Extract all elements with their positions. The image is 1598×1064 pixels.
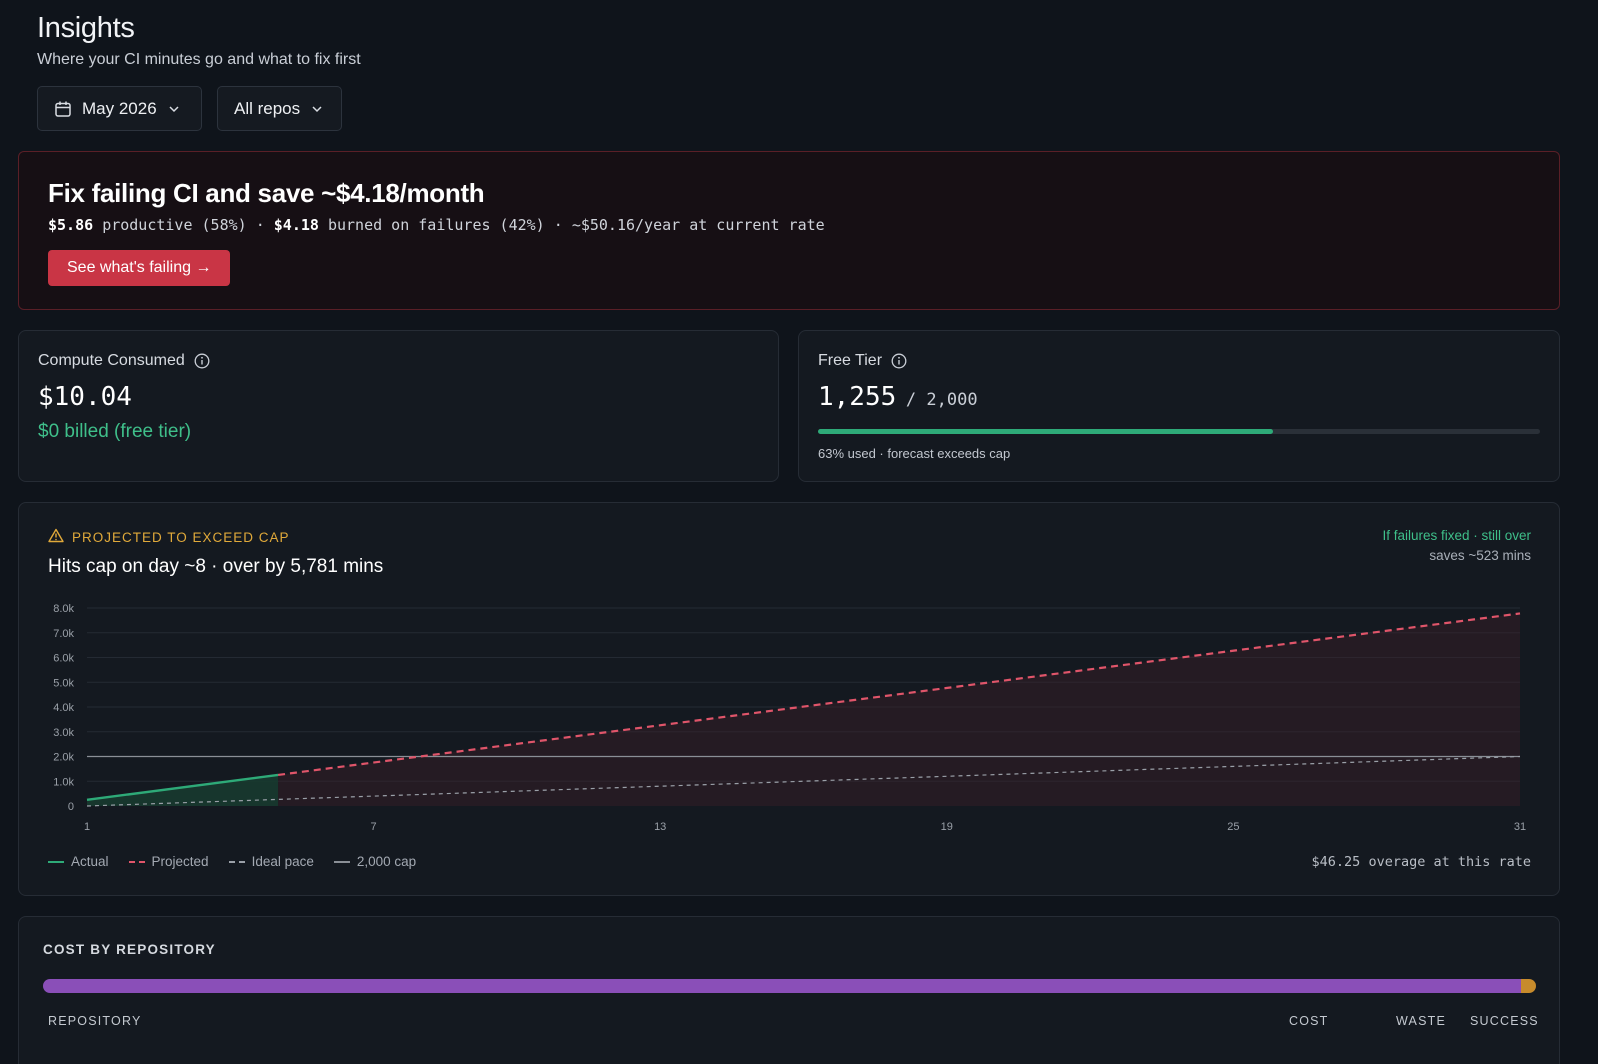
column-cost[interactable]: COST — [1289, 1014, 1329, 1028]
column-success[interactable]: SUCCESS — [1470, 1014, 1539, 1028]
y-tick-label: 8.0k — [53, 603, 74, 615]
compute-label: Compute Consumed — [38, 352, 185, 369]
repo-share-segment[interactable] — [43, 979, 1522, 993]
legend-label: Actual — [71, 854, 109, 869]
legend-item: Ideal pace — [228, 854, 314, 869]
projection-tag-row: PROJECTED TO EXCEED CAP — [48, 528, 290, 546]
column-repository[interactable]: REPOSITORY — [48, 1014, 142, 1028]
separator: · — [255, 216, 265, 234]
free-tier-label: Free Tier — [818, 352, 883, 369]
y-tick-label: 2.0k — [53, 752, 74, 764]
free-tier-note: 63% used · forecast exceeds cap — [818, 446, 1011, 461]
compute-label-row: Compute Consumed — [38, 352, 210, 370]
column-waste[interactable]: WASTE — [1396, 1014, 1446, 1028]
x-tick-label: 31 — [1514, 821, 1526, 833]
legend-swatch — [333, 860, 350, 863]
x-tick-label: 25 — [1227, 821, 1239, 833]
month-select[interactable]: May 2026 — [37, 86, 202, 131]
projection-card: 0 1.0k 2.0k 3.0k 4.0k 5.0k 6.0k 7.0k 8.0k 1 7 13 19 2… — [18, 502, 1560, 896]
free-tier-label-row: Free Tier — [818, 352, 907, 370]
free-tier-cap: / 2,000 — [905, 390, 978, 410]
x-tick-label: 1 — [84, 821, 90, 833]
y-tick-label: 6.0k — [53, 653, 74, 665]
repo-select[interactable]: All repos — [217, 86, 342, 131]
alert-breakdown: $5.86 productive (58%) · $4.18 burned on… — [48, 216, 825, 234]
billed-text: $0 billed (free tier) — [38, 421, 192, 442]
legend-swatch — [228, 860, 245, 863]
savings-note: saves ~523 mins — [1429, 548, 1531, 563]
y-tick-label: 0 — [68, 801, 74, 813]
repo-section-title: COST BY REPOSITORY — [43, 942, 216, 957]
compute-card: Compute Consumed $10.04 $0 billed (free … — [18, 330, 779, 482]
free-tier-card: Free Tier 1,255 / 2,000 63% used · forec… — [798, 330, 1560, 482]
compute-value: $10.04 — [38, 382, 132, 412]
alert-title: Fix failing CI and save ~$4.18/month — [48, 178, 485, 208]
warning-icon — [48, 528, 64, 546]
legend-item: Projected — [128, 854, 209, 869]
legend-label: 2,000 cap — [356, 854, 417, 869]
page-title: Insights — [37, 12, 135, 44]
chevron-down-icon — [310, 102, 324, 116]
yearly-text: ~$50.16/year at current rate — [571, 216, 825, 234]
y-tick-label: 3.0k — [53, 727, 74, 739]
y-tick-label: 5.0k — [53, 677, 74, 689]
calendar-icon — [54, 100, 72, 118]
projected-area — [278, 613, 1521, 806]
info-icon[interactable] — [891, 353, 907, 369]
y-tick-label: 1.0k — [53, 776, 74, 788]
info-icon[interactable] — [194, 353, 210, 369]
y-tick-label: 7.0k — [53, 628, 74, 640]
legend-label: Ideal pace — [251, 854, 314, 869]
savings-alert: Fix failing CI and save ~$4.18/month $5.… — [18, 151, 1560, 310]
productive-text: productive (58%) — [102, 216, 247, 234]
overage-note: $46.25 overage at this rate — [1311, 854, 1531, 870]
x-tick-label: 7 — [371, 821, 377, 833]
projected-line — [277, 612, 1521, 777]
ideal-pace-line — [86, 755, 1521, 807]
page-header: Insights Where your CI minutes go and wh… — [37, 12, 361, 69]
repo-select-label: All repos — [234, 98, 301, 118]
productive-amount: $5.86 — [48, 216, 94, 234]
legend-label: Projected — [151, 854, 209, 869]
chart-legend: Actual Projected Ideal pace 2,000 cap — [48, 854, 416, 869]
legend-swatch — [48, 860, 64, 863]
legend-item: Actual — [48, 854, 109, 869]
failures-fixed-note: If failures fixed · still over — [1382, 528, 1531, 543]
x-tick-label: 19 — [941, 821, 953, 833]
free-tier-progress-fill — [818, 429, 1273, 434]
filter-bar: May 2026 All repos — [37, 86, 342, 131]
see-failing-button[interactable]: See what's failing → — [48, 250, 231, 286]
projection-title: Hits cap on day ~8 · over by 5,781 mins — [48, 556, 384, 577]
burned-amount: $4.18 — [273, 216, 319, 234]
projection-tag: PROJECTED TO EXCEED CAP — [72, 529, 290, 545]
legend-swatch — [128, 860, 145, 863]
y-tick-label: 4.0k — [53, 702, 74, 714]
legend-item: 2,000 cap — [333, 854, 417, 869]
month-select-label: May 2026 — [82, 98, 157, 118]
actual-area — [87, 774, 279, 806]
separator: · — [553, 216, 563, 234]
projection-chart: 0 1.0k 2.0k 3.0k 4.0k 5.0k 6.0k 7.0k 8.0k 1 7 13 19 2… — [53, 603, 1526, 833]
burned-text: burned on failures (42%) — [327, 216, 545, 234]
free-tier-usage: 1,255 / 2,000 — [818, 382, 978, 412]
repo-share-bar — [43, 979, 1536, 993]
page-subtitle: Where your CI minutes go and what to fix… — [37, 51, 361, 68]
actual-line — [86, 773, 279, 802]
x-tick-label: 13 — [654, 821, 666, 833]
cost-by-repository-card: COST BY REPOSITORY REPOSITORY COST WASTE… — [18, 916, 1560, 1064]
free-tier-used: 1,255 — [818, 382, 897, 412]
chevron-down-icon — [167, 102, 181, 116]
free-tier-progress — [818, 429, 1540, 434]
repo-share-segment[interactable] — [1521, 979, 1536, 993]
